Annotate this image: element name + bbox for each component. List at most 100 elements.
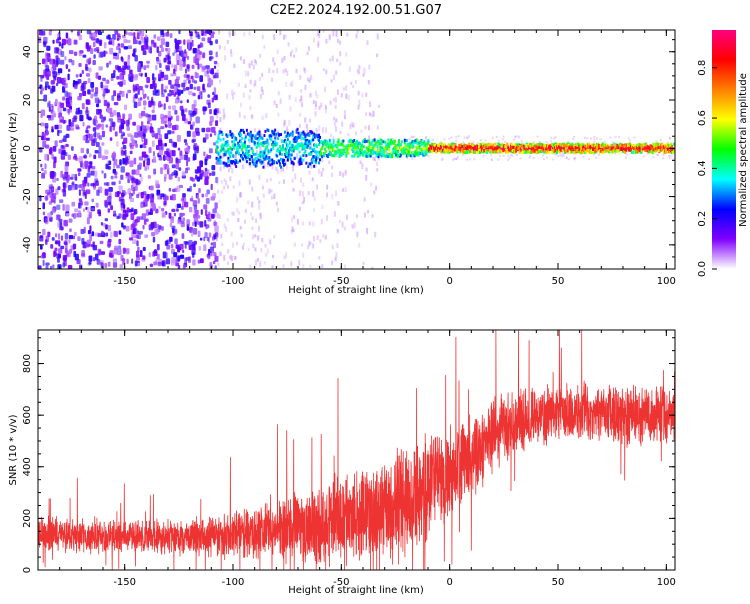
snr-x-tick-label: -100 [222,577,245,588]
heatmap-cell [484,142,487,145]
heatmap-cell [67,73,70,81]
heatmap-cell [236,149,239,153]
heatmap-cell [518,145,521,149]
heatmap-cell [237,160,240,164]
heatmap-cell [589,137,592,140]
heatmap-cell [218,214,221,219]
heatmap-cell [266,140,269,144]
heatmap-cell [113,163,116,169]
heatmap-cell [377,104,380,108]
heatmap-cell [252,243,255,249]
heatmap-cell [274,136,277,140]
heatmap-cell [114,175,118,179]
heatmap-cell [289,157,292,161]
heatmap-cell [171,194,176,201]
heatmap-cell [502,149,505,153]
heatmap-cell [312,134,315,138]
heatmap-cell [87,229,91,235]
heatmap-cell [85,110,90,115]
heatmap-cell [259,53,262,59]
heatmap-cell [259,158,262,162]
heatmap-cell [365,174,368,181]
heatmap-cell [137,262,141,267]
heatmap-cell [227,249,230,254]
heatmap-cell [174,49,178,54]
heatmap-cell [56,57,61,65]
heatmap-cell [247,144,250,148]
heatmap-cell [275,135,278,139]
heatmap-cell [232,134,235,138]
heatmap-cell [292,164,295,169]
heatmap-cell [309,118,312,123]
heatmap-cell [132,239,137,244]
heatmap-cell [609,136,612,139]
heatmap-cell [299,134,302,138]
heatmap-cell [202,52,206,59]
heatmap-cell [133,157,137,165]
heatmap-cell [211,250,214,257]
heatmap-cell [148,114,151,118]
heatmap-cell [195,116,200,124]
heatmap-cell [71,184,76,191]
heatmap-cell [87,182,90,187]
heatmap-cell [270,135,273,139]
heatmap-cell [243,143,246,147]
heatmap-cell [375,154,378,158]
heatmap-cell [266,145,269,149]
heatmap-cell [372,156,375,161]
heatmap-cell [554,136,557,139]
heatmap-cell [146,120,150,125]
heatmap-cell [272,57,275,63]
heatmap-cell [422,147,425,151]
heatmap-cell [261,160,264,164]
heatmap-cell [176,185,181,192]
heatmap-cell [415,138,418,142]
heatmap-cell [359,150,362,154]
heatmap-cell [152,104,155,110]
heatmap-cell [90,82,95,88]
heatmap-cell [304,145,307,149]
heatmap-cell [52,71,57,78]
snr-line [38,330,675,570]
heatmap-cell [232,185,235,189]
heatmap-cell [260,86,263,92]
heatmap-cell [91,207,96,211]
heatmap-cell [548,150,551,154]
heatmap-cell [473,143,476,147]
heatmap-cell [368,112,371,116]
heatmap-cell [376,142,379,145]
heatmap-cell [557,145,560,149]
heatmap-cell [123,104,128,111]
heatmap-cell [207,155,212,159]
heatmap-cell [231,242,234,248]
heatmap-cell [63,219,67,226]
heatmap-cell [207,255,211,260]
heatmap-cell [354,147,357,151]
heatmap-cell [282,158,285,162]
heatmap-cell [196,145,199,152]
heatmap-cell [546,156,549,159]
heatmap-cell [187,121,192,125]
heatmap-cell [240,153,243,157]
heatmap-cell [592,145,595,149]
heatmap-cell [172,125,177,131]
heatmap-cell [92,244,98,251]
heatmap-cell [203,244,207,252]
heatmap-cell [90,183,95,187]
heatmap-cell [227,147,230,151]
heatmap-cell [271,163,274,170]
heatmap-cell [550,136,553,139]
heatmap-cell [245,160,248,164]
heatmap-cell [297,131,300,135]
heatmap-cell [659,139,662,142]
heatmap-cell [656,153,659,156]
heatmap-cell [500,146,503,150]
heatmap-cell [290,261,293,267]
heatmap-cell [138,156,144,161]
heatmap-cell [208,50,213,56]
colorbar-tick-label: 0.4 [697,160,708,176]
heatmap-cell [323,152,326,156]
heatmap-cell [273,235,276,239]
heatmap-cell [116,164,120,169]
heatmap-cell [124,62,128,68]
